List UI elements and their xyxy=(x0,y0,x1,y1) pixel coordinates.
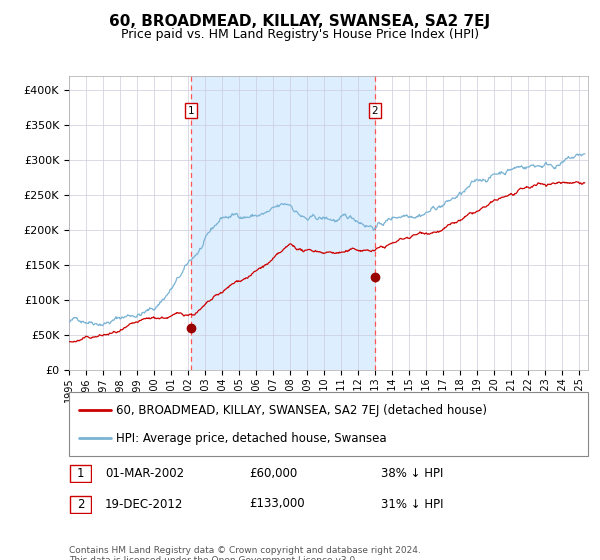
Text: 19-DEC-2012: 19-DEC-2012 xyxy=(105,497,184,511)
Text: 2: 2 xyxy=(77,498,84,511)
Text: 2: 2 xyxy=(371,106,378,115)
Text: 1: 1 xyxy=(77,467,84,480)
FancyBboxPatch shape xyxy=(69,392,588,456)
Text: 01-MAR-2002: 01-MAR-2002 xyxy=(105,466,184,480)
FancyBboxPatch shape xyxy=(70,496,91,513)
Bar xyxy=(191,76,375,370)
Text: £60,000: £60,000 xyxy=(249,466,297,480)
Text: HPI: Average price, detached house, Swansea: HPI: Average price, detached house, Swan… xyxy=(116,432,386,445)
Text: £133,000: £133,000 xyxy=(249,497,305,511)
Text: 60, BROADMEAD, KILLAY, SWANSEA, SA2 7EJ (detached house): 60, BROADMEAD, KILLAY, SWANSEA, SA2 7EJ … xyxy=(116,404,487,417)
Text: 60, BROADMEAD, KILLAY, SWANSEA, SA2 7EJ: 60, BROADMEAD, KILLAY, SWANSEA, SA2 7EJ xyxy=(109,14,491,29)
FancyBboxPatch shape xyxy=(70,465,91,482)
Text: Price paid vs. HM Land Registry's House Price Index (HPI): Price paid vs. HM Land Registry's House … xyxy=(121,28,479,41)
Text: 38% ↓ HPI: 38% ↓ HPI xyxy=(381,466,443,480)
Text: Contains HM Land Registry data © Crown copyright and database right 2024.
This d: Contains HM Land Registry data © Crown c… xyxy=(69,546,421,560)
Text: 1: 1 xyxy=(188,106,194,115)
Text: 31% ↓ HPI: 31% ↓ HPI xyxy=(381,497,443,511)
